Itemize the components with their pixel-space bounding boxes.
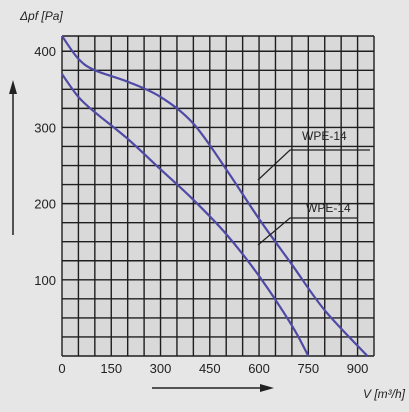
x-tick-label: 300 [150,361,172,376]
series-line-1 [61,35,369,357]
y-tick-label: 400 [34,44,56,59]
x-tick-label: 750 [297,361,319,376]
x-tick-label: 450 [199,361,221,376]
plot-area [62,36,374,356]
x-tick-label: 0 [58,361,65,376]
x-tick-label: 600 [248,361,270,376]
x-tick-label: 150 [100,361,122,376]
series-layer [61,35,369,357]
series-line-2 [61,73,310,357]
x-axis-title: V [m³/h] [363,387,406,401]
leader-line-2 [257,217,358,246]
curve-labels: WPE-14 WPE-14 [257,129,370,246]
y-tick-label: 200 [34,197,56,212]
grid-lines [61,35,375,357]
tick-labels: 0 150 300 450 600 750 900 100 200 300 400 [34,44,368,376]
y-tick-label: 300 [34,120,56,135]
series-label-1: WPE-14 [302,129,347,143]
leader-line-1 [257,149,370,181]
series-label-2: WPE-14 [306,201,351,215]
x-arrow-head [260,384,274,392]
y-tick-label: 100 [34,273,56,288]
y-axis-title: Δpf [Pa] [19,9,63,23]
x-tick-label: 900 [347,361,369,376]
y-arrow-head [9,80,17,94]
